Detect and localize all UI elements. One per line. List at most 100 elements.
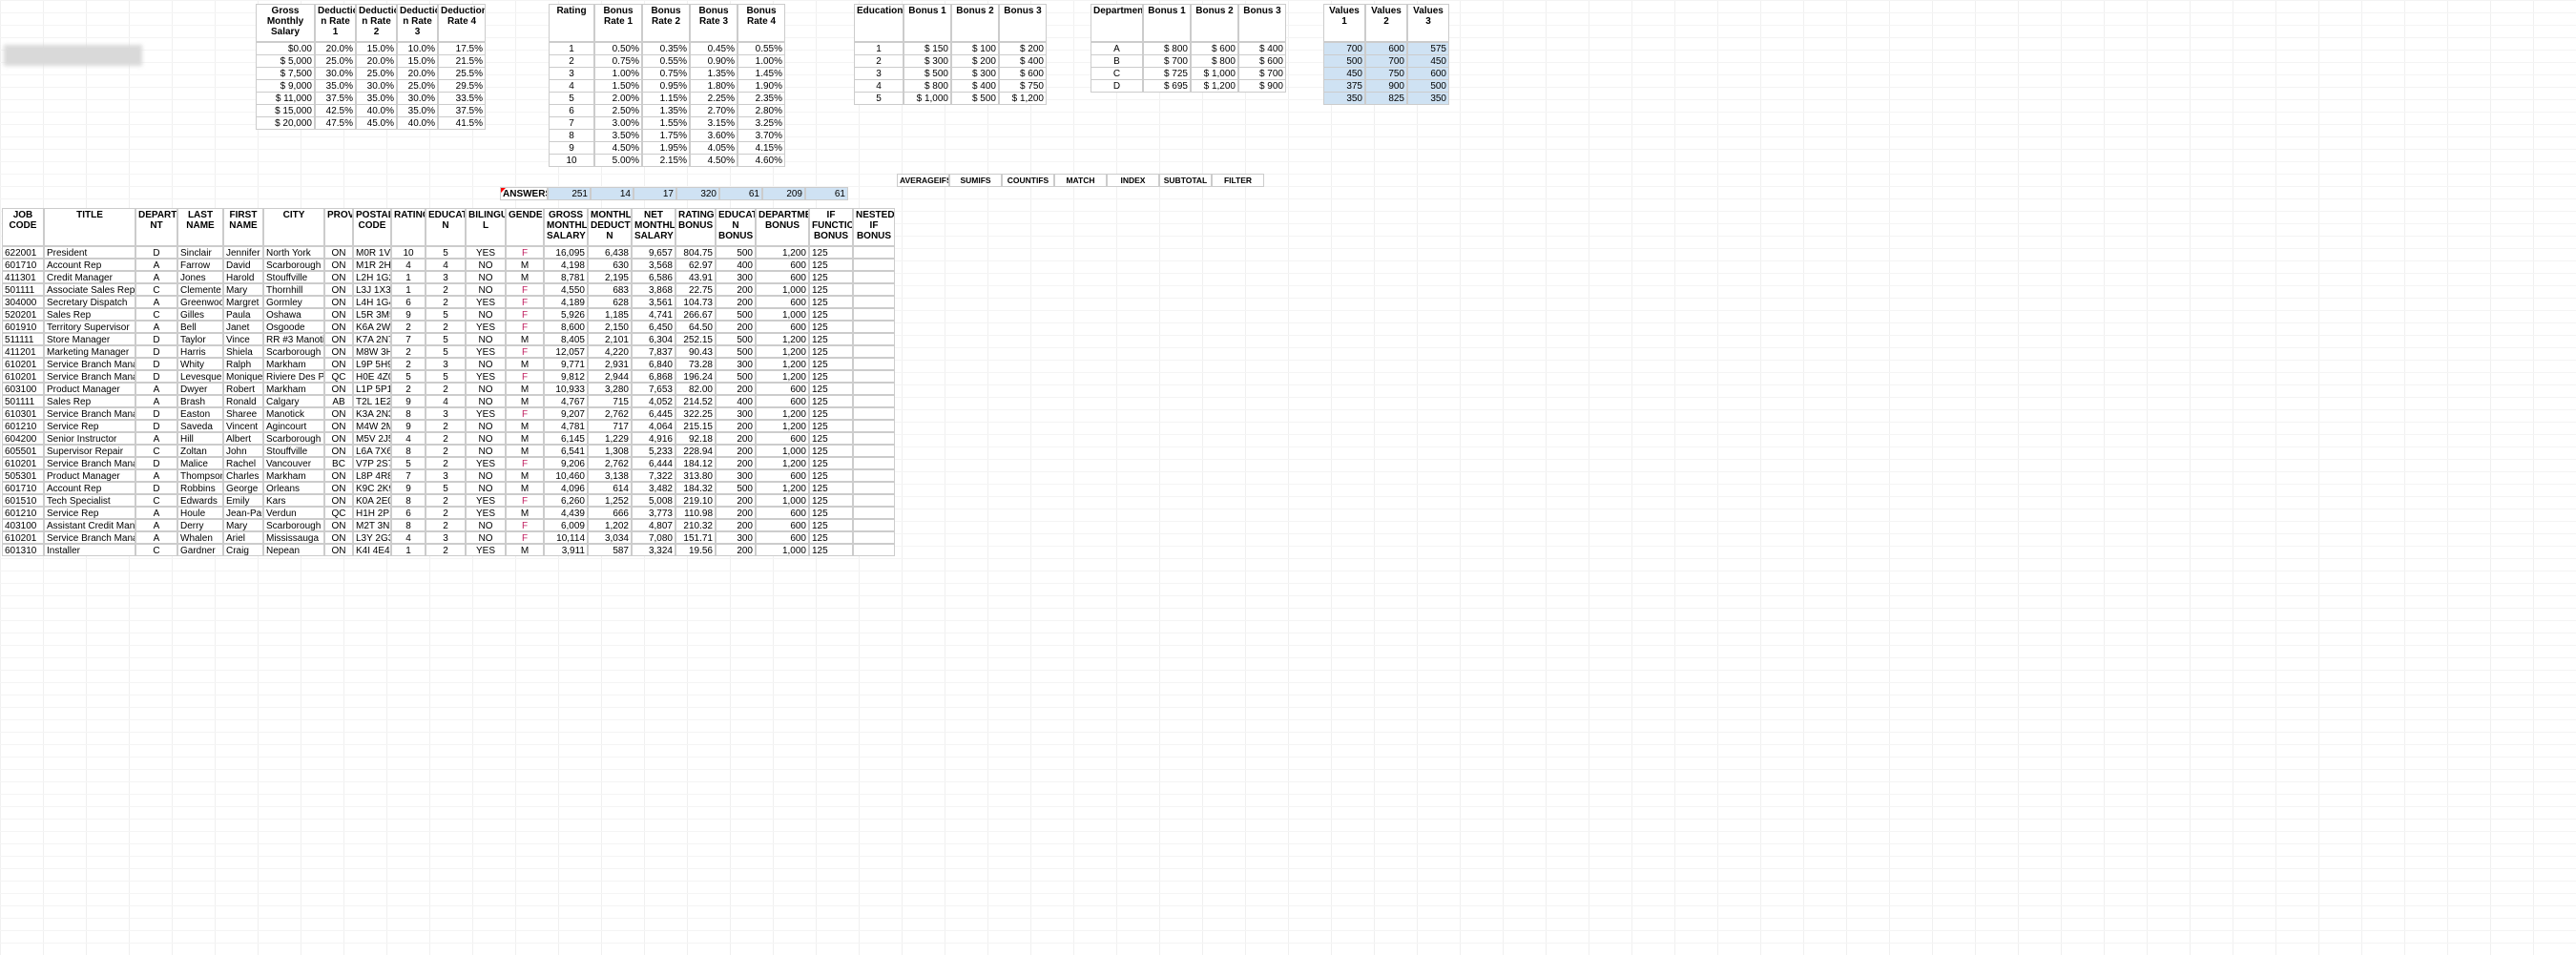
main-cell-bil[interactable]: NO — [466, 308, 506, 321]
main-cell-edu[interactable]: 3 — [426, 358, 466, 370]
main-cell-net[interactable]: 3,568 — [632, 259, 675, 271]
main-cell-city[interactable]: Nepean — [263, 544, 324, 556]
main-cell-postal[interactable]: M1R 2H1 — [353, 259, 391, 271]
main-cell-nifb[interactable] — [853, 482, 895, 494]
main-cell-postal[interactable]: H1H 2P1 — [353, 507, 391, 519]
main-cell-prov[interactable]: ON — [324, 531, 353, 544]
main-cell-edu[interactable]: 5 — [426, 246, 466, 259]
main-cell-postal[interactable]: L8P 4R8 — [353, 469, 391, 482]
deduction-table-cell[interactable]: 33.5% — [438, 92, 486, 105]
main-cell-code[interactable]: 511111 — [2, 333, 44, 345]
main-cell-dept[interactable]: C — [135, 544, 177, 556]
main-cell-edu[interactable]: 5 — [426, 345, 466, 358]
rating-table-cell[interactable]: 3.60% — [690, 129, 737, 142]
main-cell-ratb[interactable]: 19.56 — [675, 544, 716, 556]
main-cell-last[interactable]: Bell — [177, 321, 223, 333]
main-cell-prov[interactable]: ON — [324, 333, 353, 345]
main-cell-postal[interactable]: K4I 4E4 — [353, 544, 391, 556]
main-cell-dept[interactable]: D — [135, 370, 177, 383]
main-cell-gen[interactable]: F — [506, 296, 544, 308]
main-cell-ifb[interactable]: 125 — [809, 420, 853, 432]
department-table-cell[interactable]: $ 600 — [1238, 54, 1286, 68]
main-cell-nifb[interactable] — [853, 457, 895, 469]
main-cell-gross[interactable]: 4,767 — [544, 395, 588, 407]
main-cell-rating[interactable]: 7 — [391, 469, 426, 482]
department-table-cell[interactable]: $ 900 — [1238, 79, 1286, 93]
main-cell-postal[interactable]: T2L 1E2 — [353, 395, 391, 407]
main-cell-rating[interactable]: 8 — [391, 445, 426, 457]
main-cell-dept[interactable]: A — [135, 259, 177, 271]
main-cell-prov[interactable]: ON — [324, 482, 353, 494]
main-cell-title[interactable]: Service Branch Manager — [44, 358, 135, 370]
main-cell-prov[interactable]: AB — [324, 395, 353, 407]
main-cell-ratb[interactable]: 90.43 — [675, 345, 716, 358]
deduction-table-cell[interactable]: 40.0% — [356, 104, 397, 117]
main-cell-ifb[interactable]: 125 — [809, 531, 853, 544]
main-cell-title[interactable]: Product Manager — [44, 469, 135, 482]
main-cell-prov[interactable]: ON — [324, 283, 353, 296]
main-cell-code[interactable]: 603100 — [2, 383, 44, 395]
rating-table-cell[interactable]: 5 — [549, 92, 594, 105]
main-cell-title[interactable]: Assistant Credit Manager — [44, 519, 135, 531]
main-cell-prov[interactable]: ON — [324, 383, 353, 395]
main-cell-gross[interactable]: 9,771 — [544, 358, 588, 370]
main-cell-ifb[interactable]: 125 — [809, 296, 853, 308]
main-cell-ratb[interactable]: 219.10 — [675, 494, 716, 507]
main-cell-dept[interactable]: C — [135, 494, 177, 507]
rating-table-cell[interactable]: 4.05% — [690, 141, 737, 155]
main-cell-ded[interactable]: 1,185 — [588, 308, 632, 321]
main-cell-ratb[interactable]: 64.50 — [675, 321, 716, 333]
rating-table-cell[interactable]: 1.80% — [690, 79, 737, 93]
main-cell-rating[interactable]: 4 — [391, 432, 426, 445]
rating-table-cell[interactable]: 1.75% — [642, 129, 690, 142]
values-table-cell[interactable]: 750 — [1365, 67, 1407, 80]
rating-table-cell[interactable]: 2.70% — [690, 104, 737, 117]
main-cell-bil[interactable]: YES — [466, 457, 506, 469]
main-cell-edub[interactable]: 200 — [716, 507, 756, 519]
rating-table-cell[interactable]: 1.55% — [642, 116, 690, 130]
main-cell-bil[interactable]: YES — [466, 507, 506, 519]
main-cell-code[interactable]: 411301 — [2, 271, 44, 283]
rating-table-cell[interactable]: 1 — [549, 42, 594, 55]
main-cell-ifb[interactable]: 125 — [809, 407, 853, 420]
main-cell-net[interactable]: 4,741 — [632, 308, 675, 321]
main-cell-nifb[interactable] — [853, 432, 895, 445]
main-cell-gross[interactable]: 10,114 — [544, 531, 588, 544]
main-cell-gen[interactable]: M — [506, 507, 544, 519]
education-table-cell[interactable]: $ 500 — [951, 92, 999, 105]
main-cell-last[interactable]: Levesque — [177, 370, 223, 383]
main-cell-net[interactable]: 3,868 — [632, 283, 675, 296]
main-cell-first[interactable]: Craig — [223, 544, 263, 556]
main-cell-gross[interactable]: 10,933 — [544, 383, 588, 395]
main-cell-postal[interactable]: K7A 2N7 — [353, 333, 391, 345]
main-cell-ifb[interactable]: 125 — [809, 246, 853, 259]
main-cell-bil[interactable]: NO — [466, 519, 506, 531]
main-cell-net[interactable]: 9,657 — [632, 246, 675, 259]
main-cell-edub[interactable]: 200 — [716, 296, 756, 308]
main-cell-net[interactable]: 7,080 — [632, 531, 675, 544]
main-cell-edu[interactable]: 3 — [426, 469, 466, 482]
main-cell-first[interactable]: Jennifer — [223, 246, 263, 259]
main-cell-first[interactable]: Vince — [223, 333, 263, 345]
main-cell-postal[interactable]: M8W 3H8 — [353, 345, 391, 358]
deduction-table-cell[interactable]: $ 7,500 — [256, 67, 315, 80]
department-table-cell[interactable]: $ 700 — [1238, 67, 1286, 80]
main-cell-code[interactable]: 601310 — [2, 544, 44, 556]
main-cell-title[interactable]: Sales Rep — [44, 395, 135, 407]
main-cell-ratb[interactable]: 151.71 — [675, 531, 716, 544]
main-cell-edub[interactable]: 300 — [716, 271, 756, 283]
main-cell-ded[interactable]: 6,438 — [588, 246, 632, 259]
main-cell-net[interactable]: 6,586 — [632, 271, 675, 283]
main-cell-city[interactable]: Stouffville — [263, 271, 324, 283]
deduction-table-cell[interactable]: 25.0% — [397, 79, 438, 93]
main-cell-rating[interactable]: 9 — [391, 308, 426, 321]
main-cell-code[interactable]: 601510 — [2, 494, 44, 507]
main-cell-city[interactable]: Manotick — [263, 407, 324, 420]
main-cell-first[interactable]: Vincent — [223, 420, 263, 432]
education-table-cell[interactable]: $ 800 — [904, 79, 951, 93]
main-cell-gen[interactable]: F — [506, 494, 544, 507]
main-cell-ifb[interactable]: 125 — [809, 271, 853, 283]
main-cell-code[interactable]: 520201 — [2, 308, 44, 321]
main-cell-prov[interactable]: ON — [324, 259, 353, 271]
main-cell-nifb[interactable] — [853, 370, 895, 383]
